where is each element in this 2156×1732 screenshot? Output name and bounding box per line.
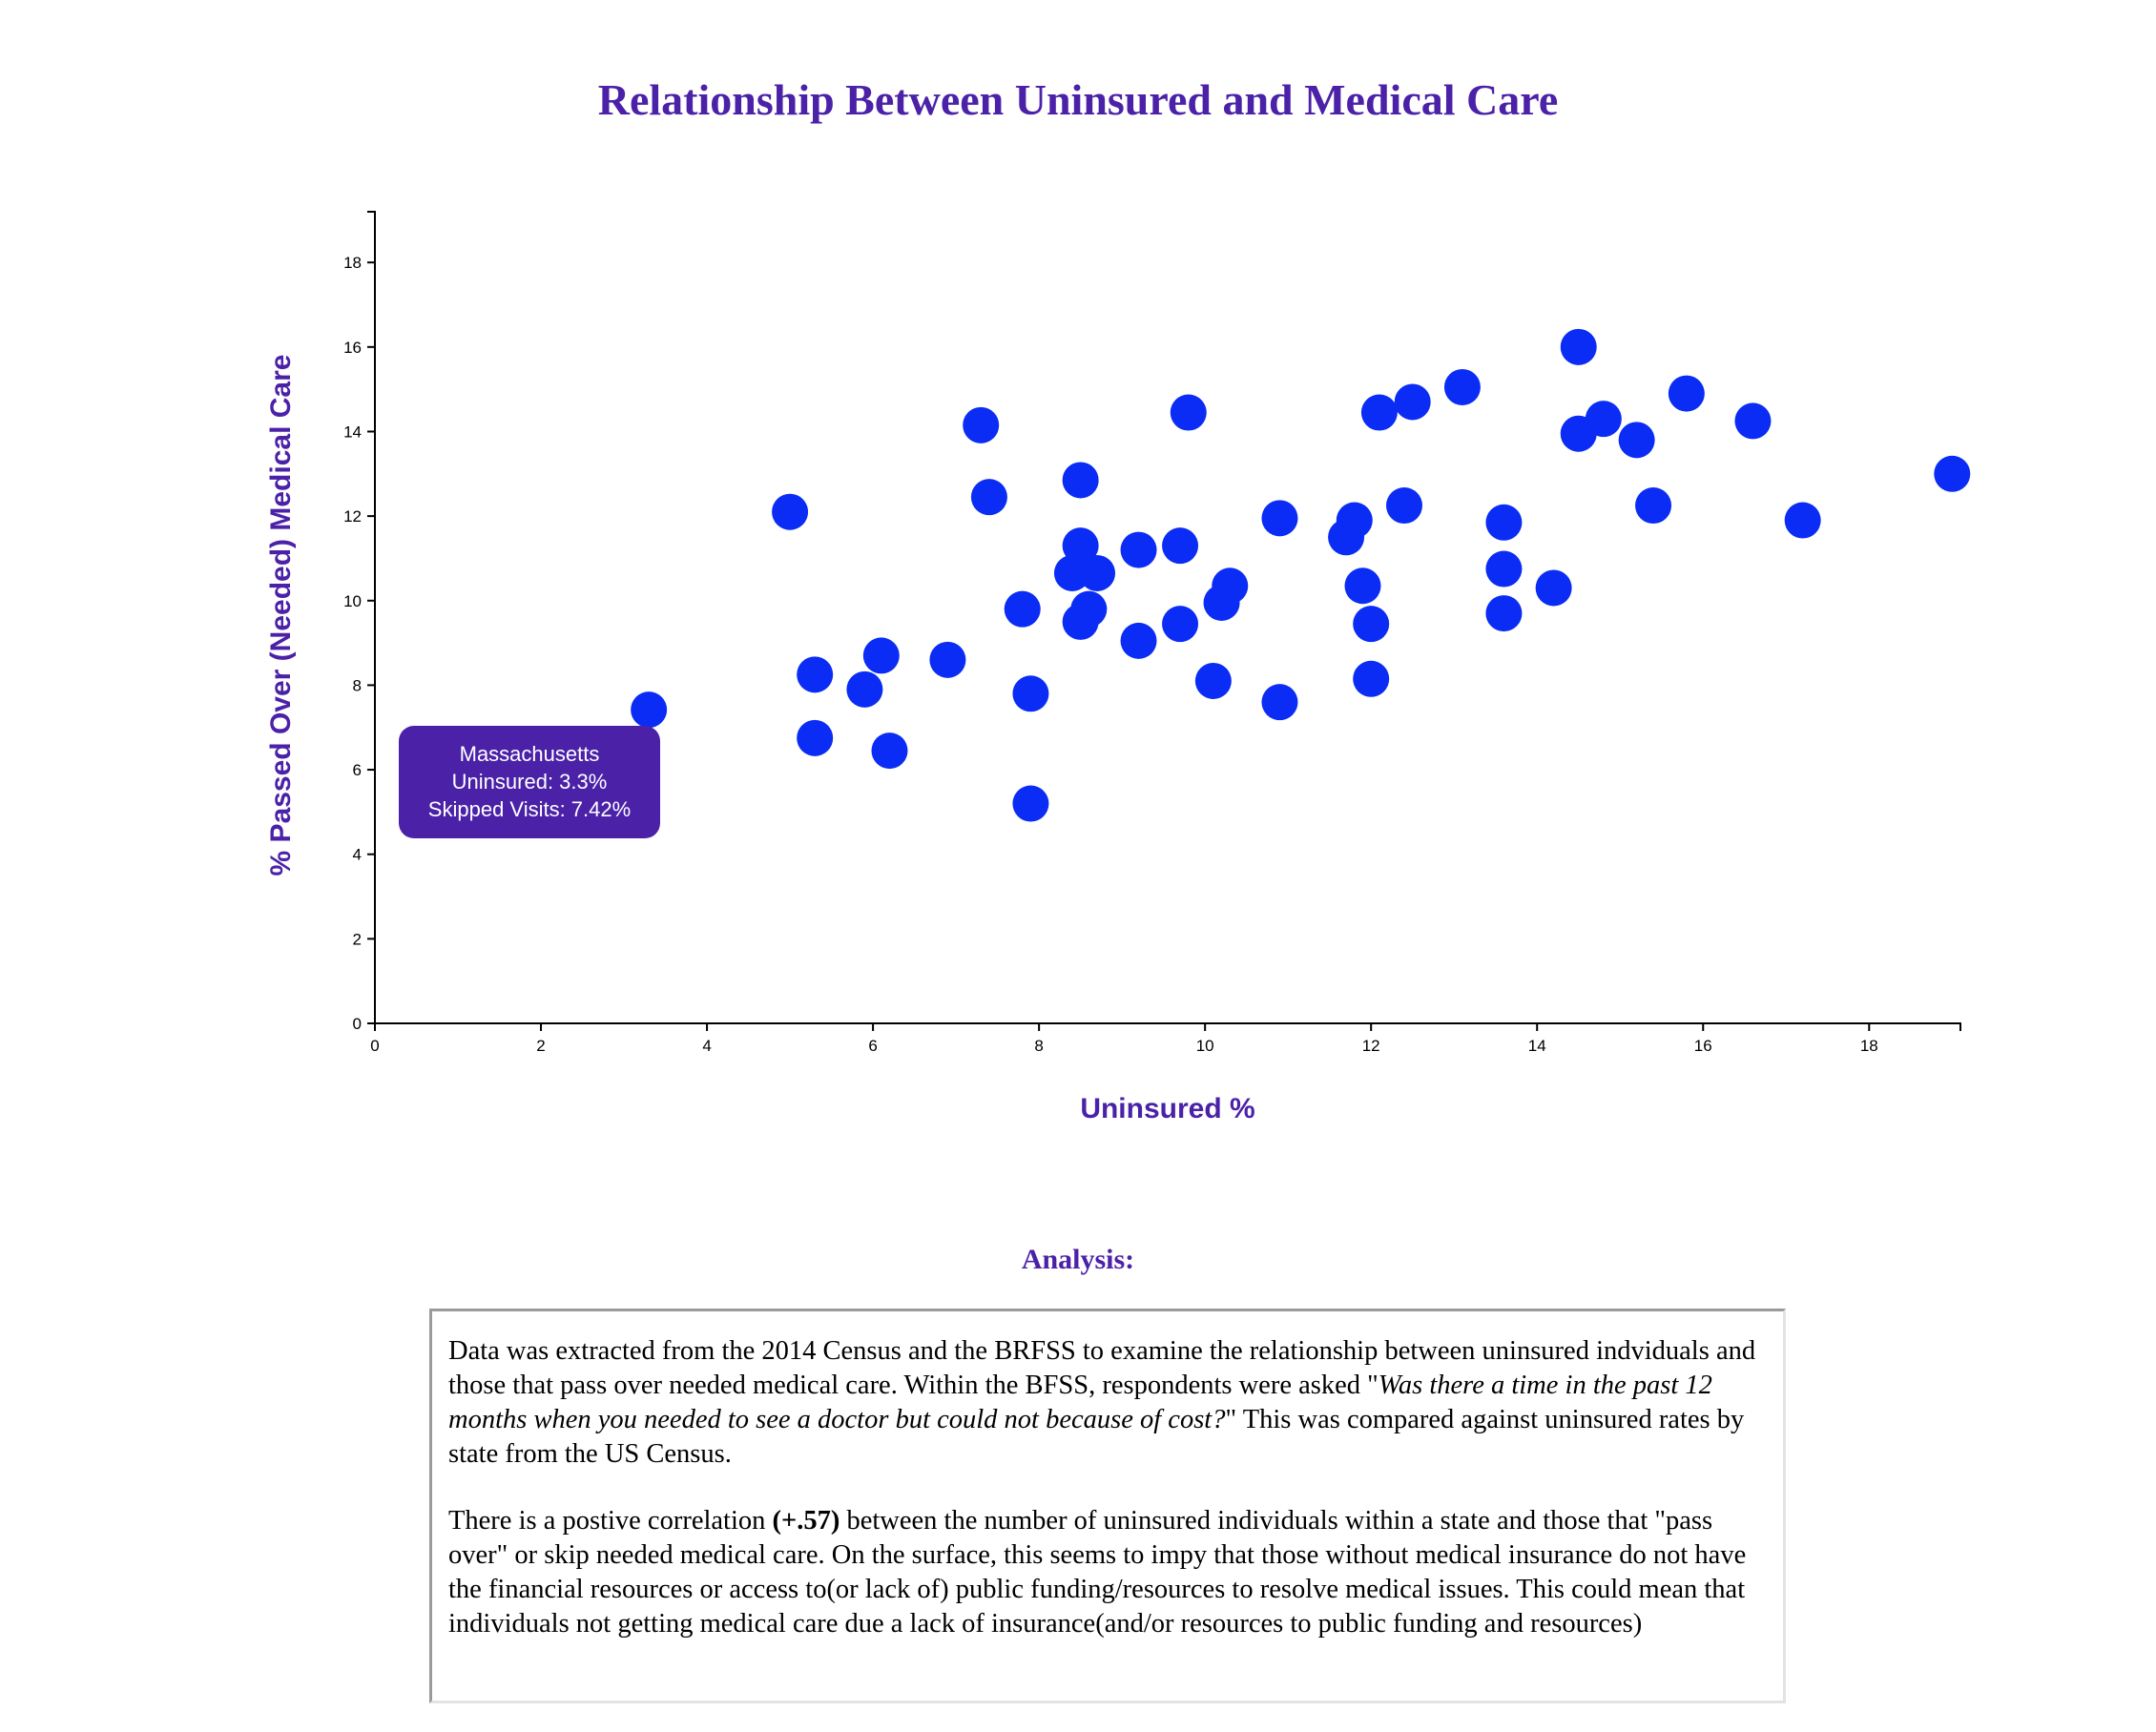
data-point[interactable] (1784, 502, 1821, 539)
y-axis-line (367, 211, 376, 1024)
data-point[interactable] (1560, 328, 1597, 365)
scatter-chart: 0 2 4 6 8 10 12 14 16 18 0 2 4 6 8 10 12 14 16 18 Uninsure… (265, 211, 1971, 1124)
y-axis: 0 2 4 6 8 10 12 14 16 18 (343, 211, 376, 1033)
analysis-paragraph-1: Data was extracted from the 2014 Census … (448, 1334, 1758, 1472)
x-axis-line (374, 1022, 1961, 1031)
data-point[interactable] (1353, 606, 1390, 643)
data-point[interactable] (1162, 527, 1199, 565)
tooltip-uninsured: Uninsured: 3.3% (451, 770, 608, 794)
data-point[interactable] (871, 732, 908, 770)
x-tick-label: 2 (536, 1037, 545, 1055)
data-point[interactable] (1162, 606, 1199, 643)
y-axis-title: % Passed Over (Needed) Medical Care (265, 355, 297, 876)
data-point[interactable] (1336, 502, 1373, 539)
x-axis-title: Uninsured % (1080, 1093, 1254, 1124)
data-point[interactable] (631, 691, 668, 729)
tooltip-skipped: Skipped Visits: 7.42% (427, 797, 632, 821)
data-point[interactable] (1012, 785, 1049, 822)
x-tick-label: 18 (1860, 1037, 1878, 1055)
data-point[interactable] (1485, 504, 1523, 541)
y-tick-label: 10 (343, 592, 362, 610)
data-point[interactable] (1062, 527, 1099, 565)
tooltip-state: Massachusetts (459, 742, 600, 766)
data-point[interactable] (1344, 567, 1381, 605)
y-tick-label: 18 (343, 254, 362, 272)
data-point[interactable] (963, 406, 1000, 443)
data-point[interactable] (1485, 595, 1523, 632)
data-point[interactable] (1261, 684, 1298, 721)
data-point[interactable] (1012, 675, 1049, 712)
data-point[interactable] (772, 493, 809, 530)
data-point[interactable] (1079, 554, 1116, 591)
y-tick-label: 6 (353, 761, 362, 779)
y-tick-label: 12 (343, 507, 362, 526)
data-point[interactable] (1261, 500, 1298, 537)
data-point[interactable] (1635, 487, 1672, 525)
analysis-p2-text: There is a postive correlation (448, 1506, 773, 1536)
data-point[interactable] (1385, 487, 1422, 525)
data-point[interactable] (1194, 662, 1232, 699)
y-tick-label: 16 (343, 339, 362, 357)
x-tick-label: 8 (1034, 1037, 1043, 1055)
data-point[interactable] (797, 719, 834, 756)
data-points (631, 328, 1971, 822)
data-point[interactable] (1170, 394, 1207, 431)
data-point[interactable] (970, 479, 1007, 516)
correlation-value: (+.57) (772, 1506, 840, 1536)
chart-title: Relationship Between Uninsured and Medic… (597, 75, 1559, 124)
y-tick-label: 2 (353, 930, 362, 948)
data-point[interactable] (797, 656, 834, 693)
data-point[interactable] (1360, 394, 1398, 431)
x-tick-label: 14 (1528, 1037, 1546, 1055)
x-axis: 0 2 4 6 8 10 12 14 16 18 (370, 1022, 1961, 1055)
analysis-p1-text: Data was extracted from the 2014 Census … (448, 1336, 1756, 1400)
data-point[interactable] (1212, 567, 1249, 605)
data-point[interactable] (1004, 590, 1041, 628)
x-tick-label: 12 (1362, 1037, 1380, 1055)
data-point[interactable] (1585, 401, 1622, 438)
data-point[interactable] (1070, 590, 1108, 628)
data-point[interactable] (1053, 554, 1090, 591)
data-point[interactable] (1535, 569, 1572, 607)
data-point[interactable] (1443, 368, 1481, 405)
data-point[interactable] (1485, 550, 1523, 588)
x-tick-label: 4 (702, 1037, 711, 1055)
data-point[interactable] (1120, 531, 1157, 568)
x-tick-label: 6 (868, 1037, 877, 1055)
x-tick-label: 10 (1196, 1037, 1214, 1055)
y-tick-label: 14 (343, 423, 362, 441)
x-tick-label: 0 (370, 1037, 379, 1055)
data-point[interactable] (846, 670, 883, 708)
survey-question: Was there a time in the past 12 months w… (448, 1371, 1712, 1434)
y-tick-label: 4 (353, 846, 362, 864)
data-point[interactable] (1120, 622, 1157, 659)
data-point[interactable] (1618, 422, 1655, 459)
analysis-p2-text-end: between the number of uninsured individu… (448, 1506, 1747, 1639)
data-point[interactable] (929, 641, 966, 678)
analysis-heading: Analysis: (1021, 1244, 1135, 1275)
data-point[interactable] (1353, 660, 1390, 697)
data-point[interactable] (1394, 383, 1431, 421)
data-point[interactable] (1062, 462, 1099, 499)
data-point[interactable] (862, 637, 900, 674)
data-point[interactable] (1668, 375, 1705, 412)
analysis-box: Data was extracted from the 2014 Census … (429, 1309, 1786, 1703)
data-point[interactable] (1934, 455, 1971, 492)
point-tooltip: Massachusetts Uninsured: 3.3% Skipped Vi… (399, 726, 660, 838)
data-point[interactable] (1734, 402, 1772, 440)
y-tick-label: 8 (353, 676, 362, 694)
y-tick-label: 0 (353, 1015, 362, 1033)
x-tick-label: 16 (1694, 1037, 1712, 1055)
analysis-paragraph-2: There is a postive correlation (+.57) be… (448, 1504, 1758, 1641)
analysis-p1-text-end: " This was compared against uninsured ra… (448, 1405, 1745, 1469)
